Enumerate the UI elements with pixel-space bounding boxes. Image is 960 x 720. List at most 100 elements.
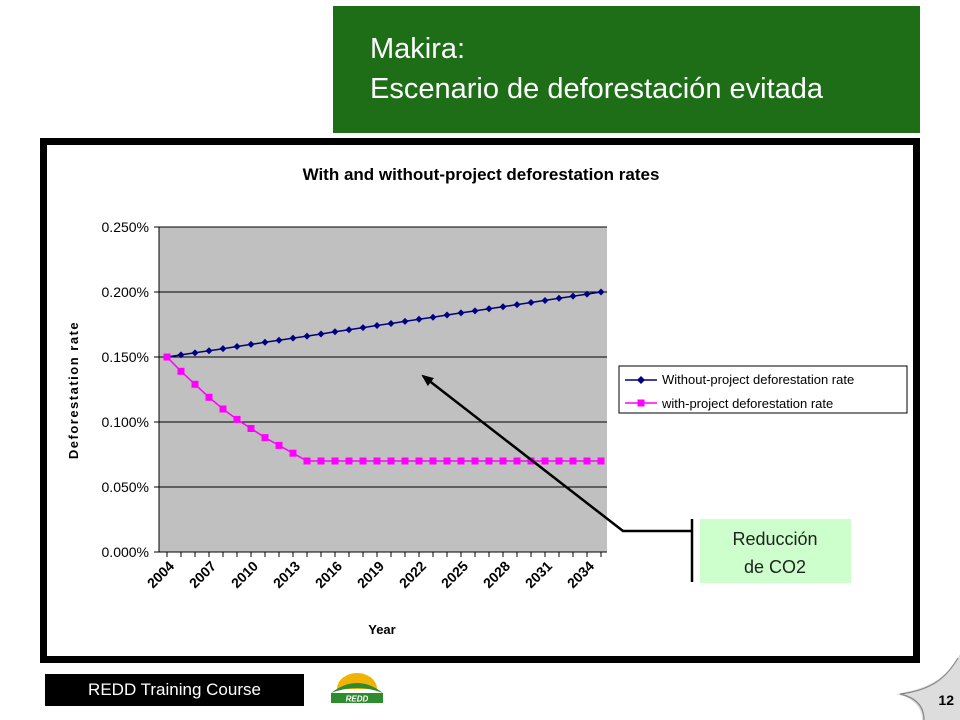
x-tick-label: 2025	[438, 558, 471, 591]
co2-reduction-callout-line-2: de CO2	[744, 557, 806, 577]
data-point-without-project	[541, 296, 549, 304]
legend-box	[618, 365, 908, 414]
data-point-without-project	[233, 342, 241, 350]
data-point-without-project	[457, 309, 465, 317]
data-point-without-project	[443, 311, 451, 319]
data-point-with-project	[163, 353, 171, 361]
x-tick-label: 2016	[312, 558, 345, 591]
data-point-with-project	[331, 457, 339, 465]
data-point-with-project	[471, 457, 479, 465]
x-tick-label: 2019	[354, 558, 387, 591]
legend: Without-project deforestation rate with-…	[618, 365, 908, 414]
data-point-without-project	[289, 334, 297, 342]
data-point-with-project	[583, 457, 591, 465]
data-point-with-project	[247, 425, 255, 432]
data-point-with-project	[541, 457, 549, 465]
data-point-with-project	[205, 393, 213, 401]
logo-text: REDD	[346, 695, 369, 704]
x-tick-label: 2004	[144, 558, 177, 591]
data-point-with-project	[499, 457, 507, 465]
x-tick-label: 2034	[564, 558, 597, 591]
x-tick-label: 2031	[522, 558, 555, 591]
data-point-with-project	[345, 457, 353, 465]
callout-arrow	[421, 374, 692, 533]
data-point-with-project	[303, 457, 311, 465]
data-point-without-project	[317, 330, 325, 338]
data-point-without-project	[415, 315, 423, 323]
data-point-without-project	[555, 294, 563, 302]
course-footer-label: REDD Training Course	[45, 674, 304, 706]
x-tick-label: 2028	[480, 558, 513, 591]
x-axis-ticks: 2004 2007 2010 2013 2016 2019 2022 2025 2028 2031…	[144, 552, 602, 591]
data-point-without-project	[261, 338, 269, 346]
redd-logo: REDD	[331, 673, 383, 704]
page-curl-fold	[899, 657, 959, 720]
logo-band	[331, 693, 383, 703]
data-point-without-project	[485, 305, 493, 313]
data-point-without-project	[499, 303, 507, 311]
x-tick-label: 2010	[228, 558, 261, 591]
data-point-without-project	[527, 299, 535, 307]
data-point-with-project	[233, 415, 241, 423]
data-point-without-project	[387, 319, 395, 327]
data-point-without-project	[303, 332, 311, 340]
title-banner: Makira: Escenario de deforestación evita…	[333, 6, 920, 133]
y-axis-label: Deforestation rate	[66, 321, 81, 459]
co2-reduction-callout-box	[700, 519, 851, 583]
data-point-with-project	[401, 457, 409, 465]
data-point-without-project	[583, 290, 591, 298]
data-point-with-project	[485, 457, 493, 465]
data-point-with-project	[443, 457, 451, 465]
legend-label-without-project: Without-project deforestation rate	[662, 372, 854, 387]
data-point-without-project	[597, 288, 605, 296]
slide-title-line-1: Makira:	[370, 33, 466, 65]
legend-marker-with-project	[637, 399, 645, 407]
page-number: 12	[938, 692, 954, 708]
y-tick-label: 0.050%	[102, 479, 149, 495]
data-point-with-project	[457, 457, 465, 465]
data-point-without-project	[331, 328, 339, 336]
data-point-with-project	[373, 457, 381, 465]
data-point-with-project	[261, 434, 269, 442]
data-point-without-project	[513, 301, 521, 309]
chart-title: With and without-project deforestation r…	[303, 165, 660, 184]
y-tick-label: 0.200%	[102, 284, 149, 300]
data-point-without-project	[177, 351, 185, 359]
data-point-without-project	[205, 347, 213, 355]
data-point-with-project	[387, 457, 395, 465]
data-point-with-project	[513, 457, 521, 465]
data-point-without-project	[219, 345, 227, 353]
data-point-without-project	[247, 340, 255, 348]
data-point-with-project	[555, 457, 563, 465]
logo-leaf-arc	[331, 683, 383, 693]
x-tick-label: 2007	[186, 558, 219, 591]
data-point-with-project	[191, 380, 199, 388]
y-tick-label: 0.150%	[102, 349, 149, 365]
data-point-with-project	[275, 441, 283, 449]
data-point-without-project	[471, 307, 479, 315]
x-tick-label: 2022	[396, 558, 429, 591]
data-point-with-project	[569, 457, 577, 465]
data-point-without-project	[373, 322, 381, 330]
data-point-without-project	[345, 326, 353, 334]
data-point-with-project	[219, 405, 227, 413]
legend-label-with-project: with-project deforestation rate	[661, 396, 833, 411]
data-point-with-project	[415, 457, 423, 465]
data-point-with-project	[597, 457, 605, 465]
data-point-with-project	[289, 449, 297, 457]
data-point-without-project	[359, 324, 367, 332]
slide-title-line-2: Escenario de deforestación evitada	[370, 73, 824, 105]
x-axis-label: Year	[368, 622, 395, 637]
data-point-with-project	[359, 457, 367, 465]
y-axis-ticks: 0.000% 0.050% 0.100% 0.150% 0.200% 0.250%	[102, 219, 159, 560]
page-curl-corner	[896, 654, 960, 720]
data-point-with-project	[429, 457, 437, 465]
y-tick-label: 0.000%	[102, 544, 149, 560]
data-point-without-project	[401, 317, 409, 325]
legend-marker-without-project	[637, 376, 645, 384]
data-point-with-project	[317, 457, 325, 465]
y-tick-label: 0.250%	[102, 219, 149, 235]
plot-area	[159, 227, 607, 552]
data-point-with-project	[177, 367, 185, 375]
